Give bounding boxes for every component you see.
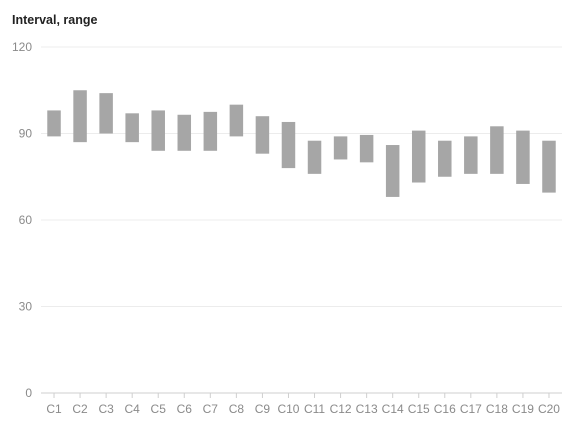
range-bar-C10	[281, 121, 296, 169]
x-tick-label: C19	[512, 402, 534, 416]
range-bar-C3	[99, 93, 113, 134]
range-bar-C19	[516, 130, 530, 184]
x-tick-label: C14	[382, 402, 404, 416]
range-bar-C4	[125, 113, 139, 143]
range-bar-C6	[177, 114, 192, 151]
range-bar-C13	[359, 134, 374, 163]
range-bar-C7	[203, 111, 218, 151]
y-tick-label: 60	[19, 213, 33, 227]
y-tick-label: 30	[19, 300, 33, 314]
range-bar-C16	[438, 140, 452, 177]
x-tick-label: C5	[151, 402, 167, 416]
x-tick-label: C16	[434, 402, 456, 416]
range-bar-C14	[385, 145, 400, 197]
range-bar-C20	[542, 140, 556, 193]
range-bar-C18	[490, 126, 504, 174]
x-tick-label: C20	[538, 402, 560, 416]
x-tick-label: C8	[229, 402, 245, 416]
chart-title: Interval, range	[12, 13, 98, 27]
x-tick-label: C7	[203, 402, 219, 416]
y-tick-label: 0	[25, 386, 32, 400]
x-tick-label: C12	[330, 402, 352, 416]
x-tick-label: C15	[408, 402, 430, 416]
range-bar-C8	[229, 104, 244, 137]
x-tick-label: C13	[356, 402, 378, 416]
range-bar-C12	[333, 136, 348, 160]
x-tick-label: C11	[304, 402, 325, 416]
x-tick-label: C9	[255, 402, 271, 416]
range-bar-C11	[307, 140, 322, 174]
x-tick-label: C18	[486, 402, 508, 416]
range-bar-C9	[255, 116, 270, 154]
range-bar-C2	[73, 90, 87, 143]
range-bar-C15	[411, 130, 426, 183]
x-tick-label: C3	[98, 402, 114, 416]
x-tick-label: C17	[460, 402, 482, 416]
x-tick-label: C2	[72, 402, 88, 416]
x-tick-label: C10	[277, 402, 299, 416]
range-bar-C17	[464, 136, 478, 174]
x-tick-label: C4	[125, 402, 141, 416]
x-tick-label: C6	[177, 402, 193, 416]
range-bar-C5	[151, 110, 165, 151]
y-tick-label: 90	[19, 127, 33, 141]
y-tick-label: 120	[12, 40, 32, 54]
x-tick-label: C1	[46, 402, 62, 416]
range-bar-C1	[47, 110, 61, 137]
